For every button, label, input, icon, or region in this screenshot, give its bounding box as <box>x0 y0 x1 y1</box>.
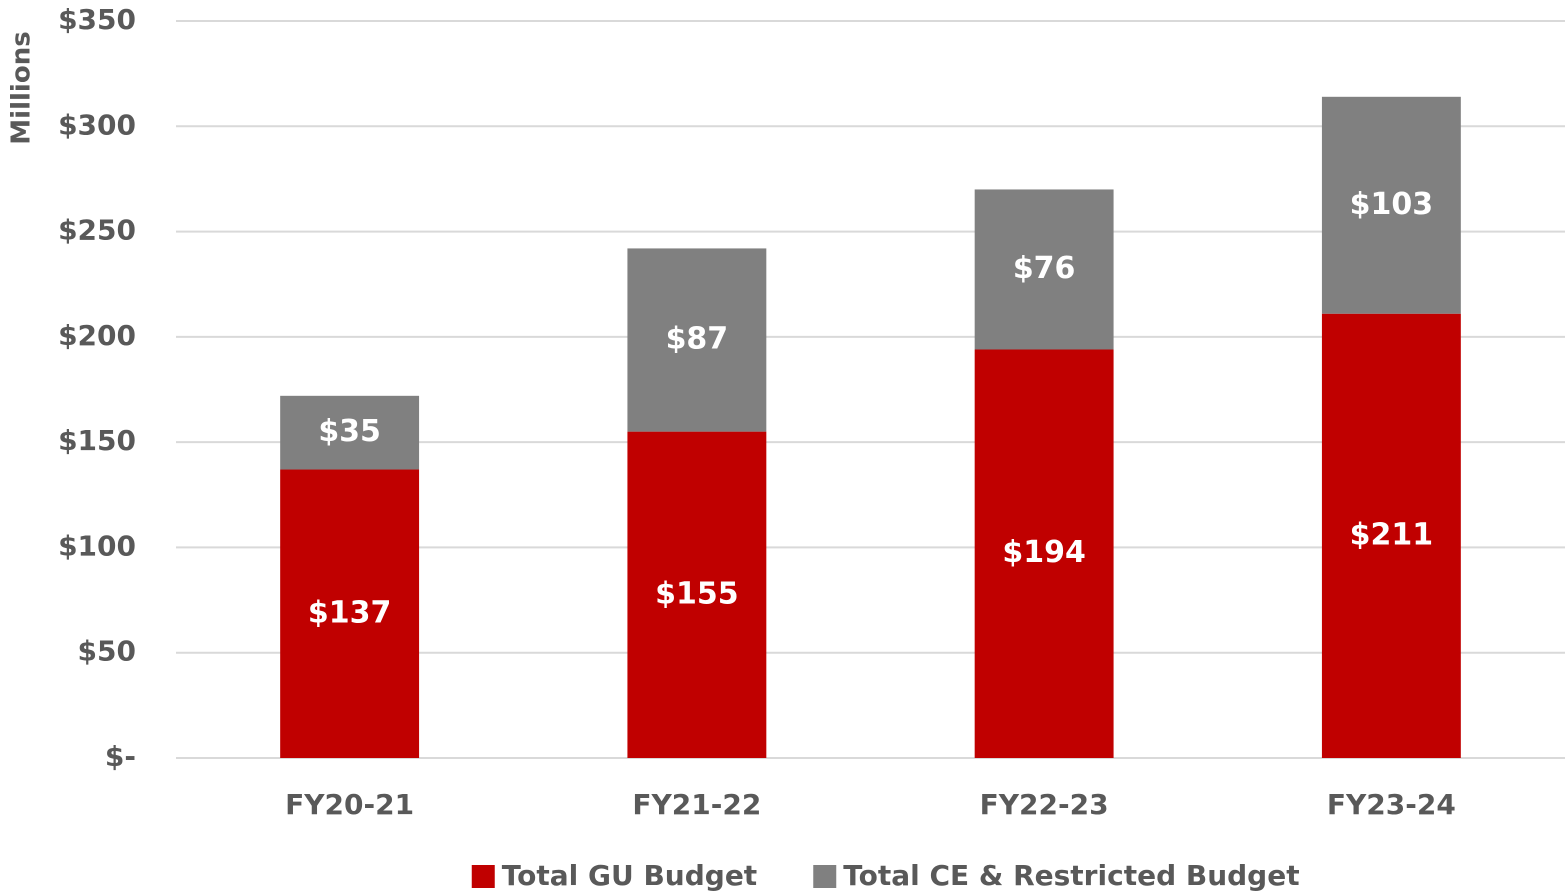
bar-segment <box>280 469 420 758</box>
y-tick-label: $350 <box>58 3 136 36</box>
bar-segment <box>1321 96 1461 314</box>
y-tick-label: $- <box>105 740 136 773</box>
data-label: $211 <box>1350 517 1434 552</box>
x-tick-label: FY21-22 <box>632 788 761 821</box>
bar-segment <box>974 189 1114 350</box>
legend-label: Total CE & Restricted Budget <box>843 859 1299 892</box>
legend-swatch <box>471 865 495 888</box>
bar-segment <box>974 349 1114 758</box>
x-tick-label: FY20-21 <box>285 788 414 821</box>
legend-swatch <box>813 865 837 888</box>
y-tick-label: $200 <box>58 319 136 352</box>
bar-segment <box>1321 313 1461 758</box>
data-label: $155 <box>655 576 739 611</box>
data-label: $76 <box>1013 251 1076 286</box>
legend-label: Total GU Budget <box>502 859 757 892</box>
data-label: $87 <box>666 322 729 357</box>
y-tick-label: $150 <box>58 424 136 457</box>
data-label: $137 <box>308 595 392 630</box>
data-label: $35 <box>318 414 381 449</box>
data-label: $103 <box>1350 187 1434 222</box>
y-tick-label: $250 <box>58 214 136 247</box>
data-label: $194 <box>1002 535 1086 570</box>
bar-segment <box>627 248 767 432</box>
x-tick-label: FY23-24 <box>1327 788 1456 821</box>
y-axis-label: Millions <box>7 31 37 144</box>
x-tick-label: FY22-23 <box>980 788 1109 821</box>
y-tick-label: $50 <box>78 635 136 668</box>
y-tick-label: $300 <box>58 108 136 141</box>
y-tick-label: $100 <box>58 529 136 562</box>
bar-segment <box>627 431 767 758</box>
bar-segment <box>280 395 420 470</box>
